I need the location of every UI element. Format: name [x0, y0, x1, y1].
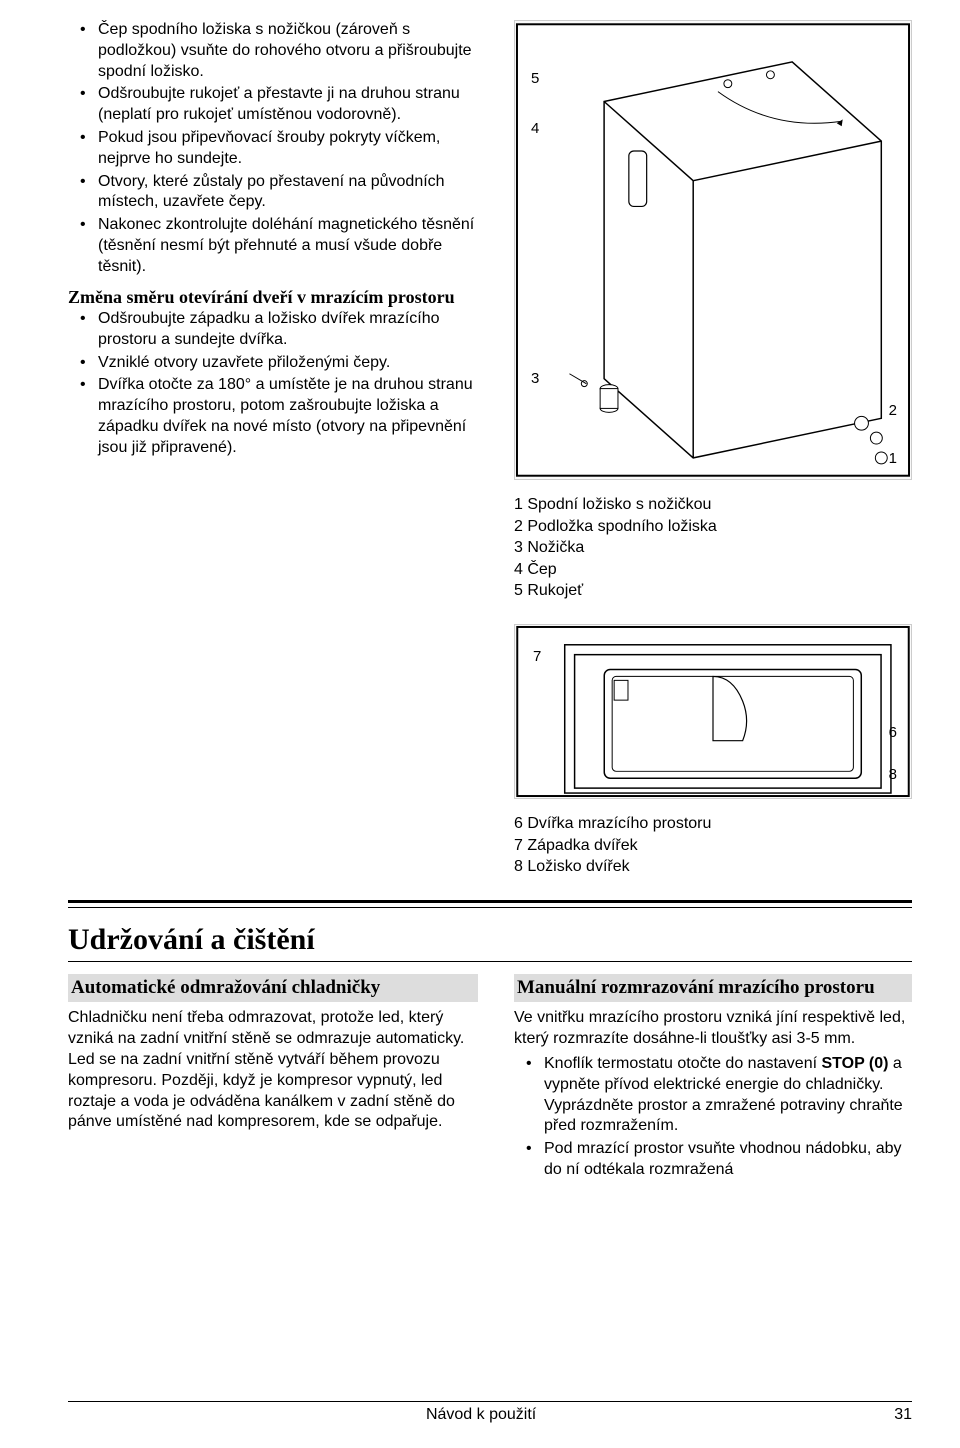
- top-two-column: Čep spodního ložiska s nožičkou (zároveň…: [68, 20, 912, 890]
- list-text: Knoflík termostatu otočte do nastavení S…: [544, 1055, 903, 1134]
- list-item: Nakonec zkontrolujte doléhání magnetické…: [80, 215, 478, 277]
- list-item: Odšroubujte rukojeť a přestavte ji na dr…: [80, 84, 478, 126]
- footer-page-number: 31: [894, 1405, 912, 1426]
- list-text: Nakonec zkontrolujte doléhání magnetické…: [98, 216, 474, 275]
- list-text: Pod mrazící prostor vsuňte vhodnou nádob…: [544, 1140, 902, 1178]
- list-item: Vzniklé otvory uzavřete přiloženými čepy…: [80, 353, 478, 374]
- callout-6: 6: [889, 723, 897, 743]
- list-text: Vzniklé otvory uzavřete přiloženými čepy…: [98, 354, 390, 371]
- list-text: Dvířka otočte za 180° a umístěte je na d…: [98, 376, 473, 455]
- bullet-list-3: Knoflík termostatu otočte do nastavení S…: [526, 1054, 912, 1181]
- callout-2: 2: [889, 401, 897, 421]
- callout-5: 5: [531, 69, 539, 89]
- legend-1: 1 Spodní ložisko s nožičkou 2 Podložka s…: [514, 494, 912, 602]
- list-item: Pod mrazící prostor vsuňte vhodnou nádob…: [526, 1139, 912, 1181]
- list-item: Knoflík termostatu otočte do nastavení S…: [526, 1054, 912, 1137]
- section-heading: Udržování a čištění: [68, 920, 912, 959]
- callout-1: 1: [889, 449, 897, 469]
- diagram-fridge-door: 5 4 3 2 1: [514, 20, 912, 480]
- left-column-bottom: Automatické odmražování chladničky Chlad…: [68, 974, 478, 1183]
- legend-item: 7 Západka dvířek: [514, 835, 912, 857]
- legend-item: 4 Čep: [514, 559, 912, 581]
- bullet-list-1: Čep spodního ložiska s nožičkou (zároveň…: [80, 20, 478, 278]
- list-text: Odšroubujte rukojeť a přestavte ji na dr…: [98, 85, 460, 123]
- callout-7: 7: [533, 647, 541, 667]
- body-paragraph: Ve vnitřku mrazícího prostoru vzniká jín…: [514, 1008, 912, 1050]
- list-text: Otvory, které zůstaly po přestavení na p…: [98, 173, 445, 211]
- right-column-bottom: Manuální rozmrazování mrazícího prostoru…: [514, 974, 912, 1183]
- diagram-svg: [515, 21, 911, 479]
- list-text: Čep spodního ložiska s nožičkou (zároveň…: [98, 21, 472, 80]
- callout-3: 3: [531, 369, 539, 389]
- list-item: Otvory, které zůstaly po přestavení na p…: [80, 172, 478, 214]
- callout-8: 8: [889, 765, 897, 785]
- legend-item: 3 Nožička: [514, 537, 912, 559]
- page-footer: Návod k použití 31: [68, 1401, 912, 1426]
- list-item: Dvířka otočte za 180° a umístěte je na d…: [80, 375, 478, 458]
- legend-item: 8 Ložisko dvířek: [514, 856, 912, 878]
- divider-thick: [68, 900, 912, 903]
- diagram2-svg: [515, 625, 911, 798]
- legend-item: 5 Rukojeť: [514, 580, 912, 602]
- legend-2: 6 Dvířka mrazícího prostoru 7 Západka dv…: [514, 813, 912, 878]
- right-column: 5 4 3 2 1 1 Spodní ložisko s nožičkou 2 …: [514, 20, 912, 890]
- footer-center: Návod k použití: [426, 1405, 536, 1426]
- subheading-auto-defrost: Automatické odmražování chladničky: [68, 974, 478, 1003]
- bottom-two-column: Automatické odmražování chladničky Chlad…: [68, 974, 912, 1183]
- callout-4: 4: [531, 119, 539, 139]
- diagram-freezer-door: 7 6 8: [514, 624, 912, 799]
- subheading-manual-defrost: Manuální rozmrazování mrazícího prostoru: [514, 974, 912, 1003]
- legend-item: 1 Spodní ložisko s nožičkou: [514, 494, 912, 516]
- legend-item: 2 Podložka spodního ložiska: [514, 516, 912, 538]
- list-item: Odšroubujte západku a ložisko dvířek mra…: [80, 309, 478, 351]
- list-item: Čep spodního ložiska s nožičkou (zároveň…: [80, 20, 478, 82]
- section-underline: [68, 961, 912, 962]
- list-text: Pokud jsou připevňovací šrouby pokryty v…: [98, 129, 440, 167]
- legend-item: 6 Dvířka mrazícího prostoru: [514, 813, 912, 835]
- body-paragraph: Chladničku není třeba odmrazovat, protož…: [68, 1008, 478, 1133]
- subheading-door-change: Změna směru otevírání dveří v mrazícím p…: [68, 286, 478, 309]
- left-column: Čep spodního ložiska s nožičkou (zároveň…: [68, 20, 478, 890]
- bullet-list-2: Odšroubujte západku a ložisko dvířek mra…: [80, 309, 478, 459]
- list-text: Odšroubujte západku a ložisko dvířek mra…: [98, 310, 440, 348]
- list-item: Pokud jsou připevňovací šrouby pokryty v…: [80, 128, 478, 170]
- divider-thin: [68, 907, 912, 908]
